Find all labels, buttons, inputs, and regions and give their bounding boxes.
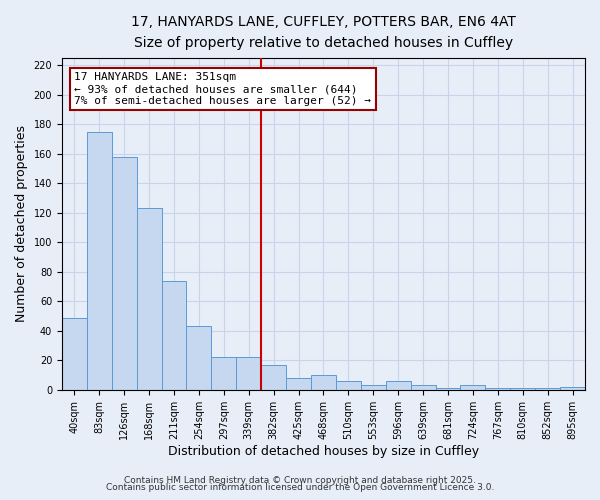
- Bar: [386, 381, 410, 390]
- Bar: [286, 378, 311, 390]
- Bar: [137, 208, 161, 390]
- Bar: [510, 388, 535, 390]
- X-axis label: Distribution of detached houses by size in Cuffley: Distribution of detached houses by size …: [168, 444, 479, 458]
- Bar: [236, 358, 261, 390]
- Bar: [187, 326, 211, 390]
- Bar: [311, 375, 336, 390]
- Y-axis label: Number of detached properties: Number of detached properties: [15, 126, 28, 322]
- Text: Contains HM Land Registry data © Crown copyright and database right 2025.: Contains HM Land Registry data © Crown c…: [124, 476, 476, 485]
- Bar: [112, 156, 137, 390]
- Bar: [87, 132, 112, 390]
- Text: 17 HANYARDS LANE: 351sqm
← 93% of detached houses are smaller (644)
7% of semi-d: 17 HANYARDS LANE: 351sqm ← 93% of detach…: [74, 72, 371, 106]
- Title: 17, HANYARDS LANE, CUFFLEY, POTTERS BAR, EN6 4AT
Size of property relative to de: 17, HANYARDS LANE, CUFFLEY, POTTERS BAR,…: [131, 15, 516, 50]
- Bar: [161, 280, 187, 390]
- Bar: [535, 388, 560, 390]
- Bar: [410, 386, 436, 390]
- Bar: [560, 387, 585, 390]
- Text: Contains public sector information licensed under the Open Government Licence 3.: Contains public sector information licen…: [106, 484, 494, 492]
- Bar: [361, 386, 386, 390]
- Bar: [436, 388, 460, 390]
- Bar: [211, 358, 236, 390]
- Bar: [62, 318, 87, 390]
- Bar: [261, 365, 286, 390]
- Bar: [485, 388, 510, 390]
- Bar: [460, 386, 485, 390]
- Bar: [336, 381, 361, 390]
